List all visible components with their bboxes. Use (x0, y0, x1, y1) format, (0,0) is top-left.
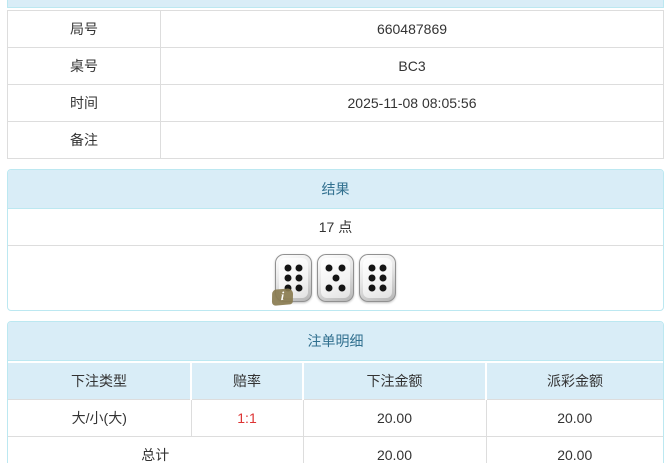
die-pip (284, 284, 292, 292)
die-pip (368, 264, 376, 272)
die-pip (332, 274, 339, 282)
bet-odds-cell: 1:1 (190, 399, 303, 437)
die-6: i (271, 254, 312, 306)
die-pip (284, 264, 292, 272)
row-label-time: 时间 (7, 84, 161, 122)
bet-payout-cell: 20.00 (485, 399, 663, 437)
table-row: 备注 (7, 121, 664, 159)
die-pip (284, 274, 292, 282)
total-payout-cell: 20.00 (485, 436, 663, 463)
table-row: 局号 660487869 (7, 10, 664, 48)
die-pip (295, 284, 303, 292)
dice-row: i (8, 246, 663, 310)
table-row: 桌号 BC3 (7, 47, 664, 85)
table-header-row: 下注类型 赔率 下注金额 派彩金额 (8, 361, 663, 400)
total-label-cell: 总计 (8, 436, 303, 463)
row-value-table-id: BC3 (160, 47, 664, 85)
column-header-payout-amount: 派彩金额 (485, 361, 663, 400)
table-row: 时间 2025-11-08 08:05:56 (7, 84, 664, 122)
die-face (363, 258, 392, 298)
column-header-bet-amount: 下注金额 (302, 361, 486, 400)
row-value-remark (160, 121, 664, 159)
table-row-total: 总计 20.00 20.00 (8, 436, 663, 463)
page-container: 局号 660487869 桌号 BC3 时间 2025-11-08 08:05:… (7, 0, 664, 463)
die-pip (295, 264, 303, 272)
die-6 (359, 254, 396, 302)
die-pip (368, 284, 376, 292)
column-header-odds: 赔率 (190, 361, 303, 400)
row-label-remark: 备注 (7, 121, 161, 159)
game-info-table: 局号 660487869 桌号 BC3 时间 2025-11-08 08:05:… (7, 10, 664, 159)
die-pip (379, 274, 387, 282)
die-pip (338, 284, 346, 292)
die-face (321, 258, 350, 298)
die-pip (338, 264, 346, 272)
die-pip (379, 264, 387, 272)
die-pip (325, 284, 333, 292)
table-row-bet: 大/小(大) 1:1 20.00 20.00 (8, 399, 663, 437)
total-bet-cell: 20.00 (302, 436, 486, 463)
result-points: 17 点 (8, 209, 663, 246)
die-pip (325, 264, 333, 272)
result-panel-title: 结果 (8, 170, 663, 209)
result-panel: 结果 17 点 i (7, 169, 664, 311)
bets-panel-title: 注单明细 (8, 322, 663, 361)
bet-amount-cell: 20.00 (302, 399, 486, 437)
die-pip (295, 274, 303, 282)
die-5 (317, 254, 354, 302)
column-header-bet-type: 下注类型 (8, 361, 191, 400)
row-value-time: 2025-11-08 08:05:56 (160, 84, 664, 122)
bet-type-cell: 大/小(大) (8, 399, 191, 437)
row-label-table-id: 桌号 (7, 47, 161, 85)
row-label-game-id: 局号 (7, 10, 161, 48)
cutoff-panel-heading (7, 0, 664, 8)
die-pip (368, 274, 376, 282)
row-value-game-id: 660487869 (160, 10, 664, 48)
die-pip (379, 284, 387, 292)
bets-table: 下注类型 赔率 下注金额 派彩金额 大/小(大) 1:1 20.00 20.00… (8, 361, 663, 463)
bets-panel: 注单明细 下注类型 赔率 下注金额 派彩金额 大/小(大) 1:1 20.00 … (7, 321, 664, 463)
info-badge-icon[interactable]: i (271, 288, 294, 306)
